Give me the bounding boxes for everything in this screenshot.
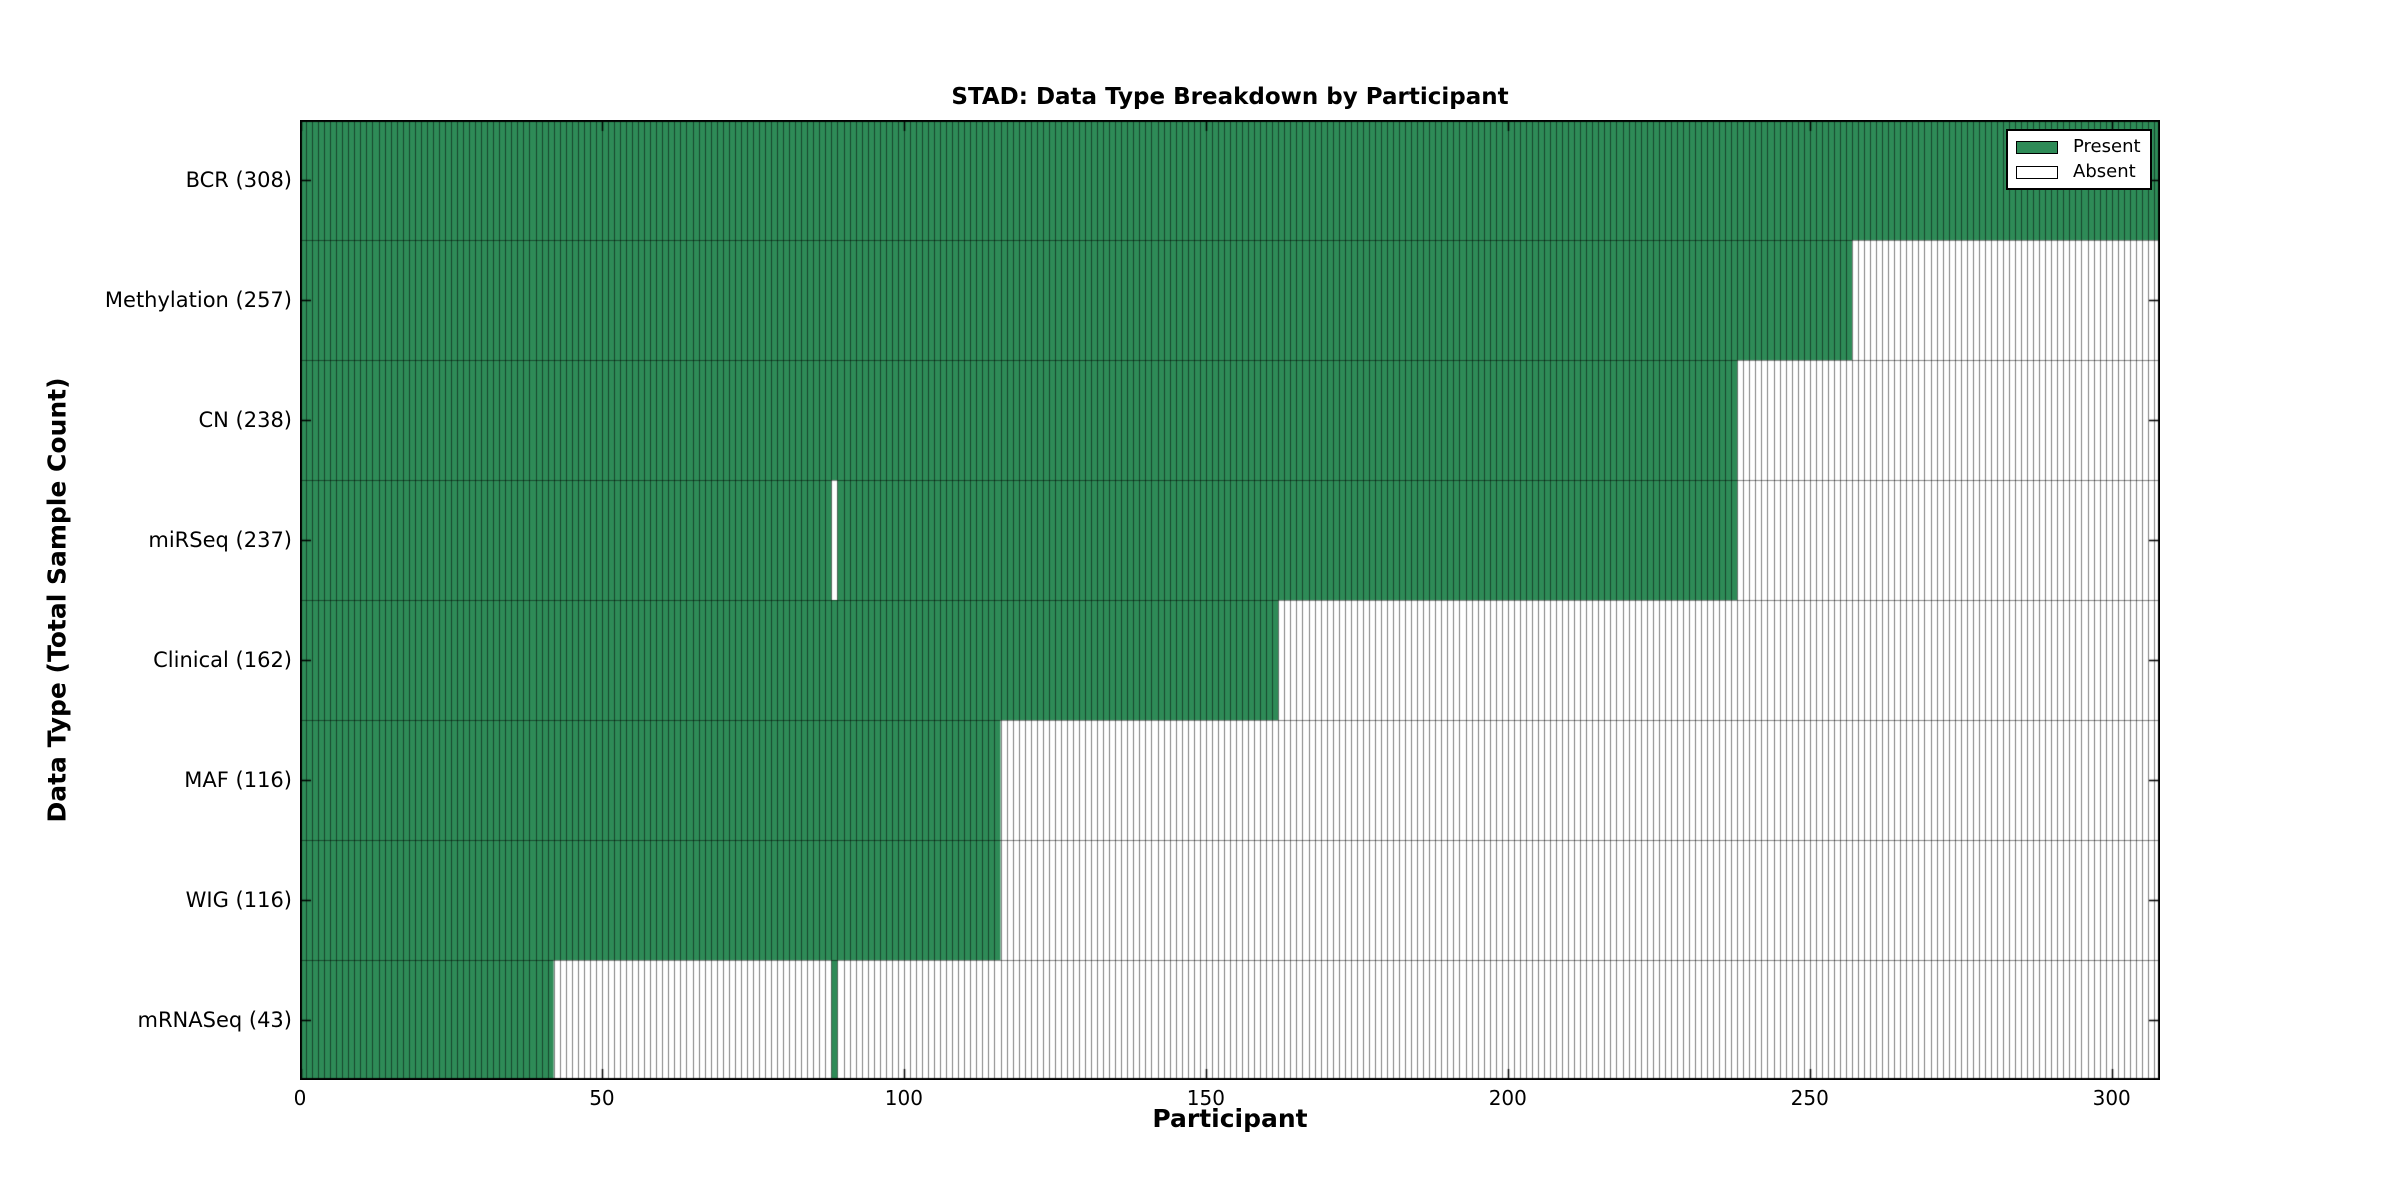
chart-title: STAD: Data Type Breakdown by Participant — [951, 84, 1509, 110]
y-tick-label-WIG: WIG (116) — [185, 888, 292, 912]
y-tick-label-mRNASeq: mRNASeq (43) — [137, 1008, 293, 1032]
y-tick-label-BCR: BCR (308) — [185, 168, 292, 192]
legend-item-present: Present — [2016, 138, 2150, 156]
x-tick-label-0: 0 — [293, 1086, 307, 1110]
x-axis-title: Participant — [1152, 1104, 1308, 1133]
x-tick-label-50: 50 — [589, 1086, 615, 1110]
y-tick-label-Methylation: Methylation (257) — [104, 288, 292, 312]
x-tick-label-250: 250 — [1790, 1086, 1829, 1110]
heatmap-canvas — [300, 120, 2160, 1080]
y-tick-label-Clinical: Clinical (162) — [153, 648, 292, 672]
absent-swatch — [2016, 165, 2058, 179]
legend-label-present: Present — [2073, 136, 2141, 157]
legend-label-absent: Absent — [2073, 161, 2136, 182]
y-tick-label-MAF: MAF (116) — [184, 768, 292, 792]
y-tick-label-CN: CN (238) — [198, 408, 292, 432]
y-tick-label-miRSeq: miRSeq (237) — [148, 528, 292, 552]
y-axis-title: Data Type (Total Sample Count) — [42, 377, 72, 823]
legend-item-absent: Absent — [2016, 163, 2150, 181]
present-swatch — [2016, 140, 2058, 154]
x-tick-label-300: 300 — [2092, 1086, 2131, 1110]
legend: Present Absent — [2006, 129, 2152, 190]
x-tick-label-200: 200 — [1488, 1086, 1527, 1110]
x-tick-label-100: 100 — [884, 1086, 923, 1110]
x-tick-label-150: 150 — [1186, 1086, 1225, 1110]
